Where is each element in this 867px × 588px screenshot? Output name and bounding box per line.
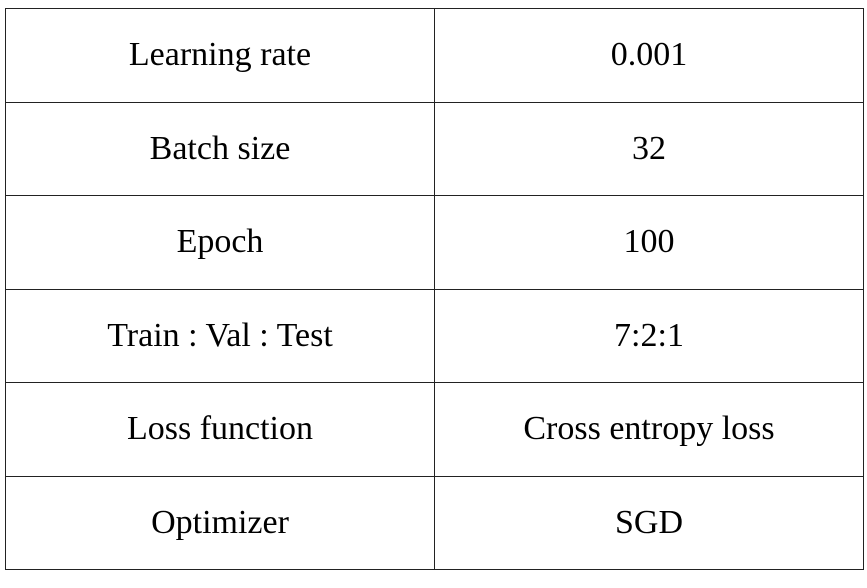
value-cell: 100 <box>434 195 864 290</box>
value-cell: 0.001 <box>434 8 864 103</box>
param-cell: Loss function <box>5 382 435 477</box>
param-cell: Train : Val : Test <box>5 288 435 383</box>
value-cell: 32 <box>434 101 864 196</box>
table-row: Batch size 32 <box>5 101 864 196</box>
hyperparameter-table-container: Learning rate 0.001 Batch size 32 Epoch … <box>5 8 864 570</box>
table-row: Epoch 100 <box>5 195 864 290</box>
table-row: Learning rate 0.001 <box>5 8 864 103</box>
param-cell: Epoch <box>5 195 435 290</box>
hyperparameter-table: Learning rate 0.001 Batch size 32 Epoch … <box>5 8 864 570</box>
table-row: Train : Val : Test 7:2:1 <box>5 288 864 383</box>
param-cell: Learning rate <box>5 8 435 103</box>
table-row: Optimizer SGD <box>5 475 864 570</box>
param-cell: Optimizer <box>5 475 435 570</box>
value-cell: Cross entropy loss <box>434 382 864 477</box>
value-cell: 7:2:1 <box>434 288 864 383</box>
value-cell: SGD <box>434 475 864 570</box>
table-row: Loss function Cross entropy loss <box>5 382 864 477</box>
param-cell: Batch size <box>5 101 435 196</box>
